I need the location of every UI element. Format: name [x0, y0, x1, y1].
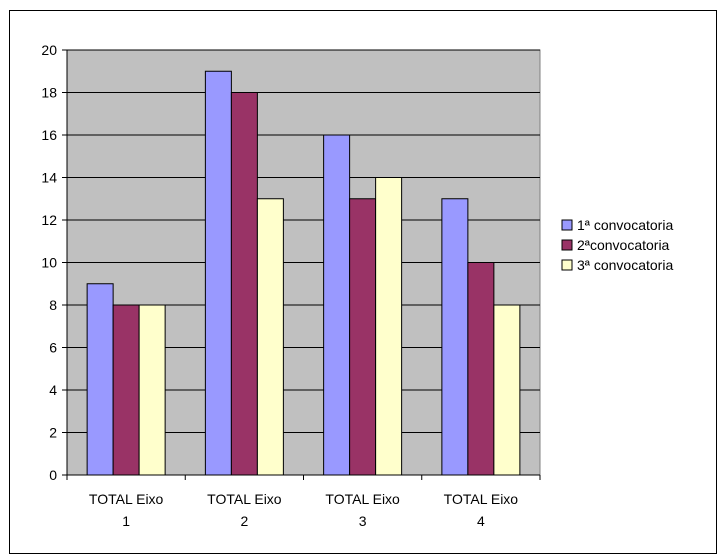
legend-swatch [561, 259, 573, 271]
bar [441, 198, 469, 476]
bar [256, 198, 284, 476]
legend: 1ª convocatoria 2ªconvocatoria 3ª convocat… [561, 217, 673, 273]
legend-swatch [561, 239, 573, 251]
y-tick-label: 18 [41, 85, 57, 101]
legend-label: 2ªconvocatoria [577, 237, 670, 253]
legend-swatch [561, 219, 573, 231]
y-tick-label: 0 [49, 467, 57, 483]
y-tick-label: 14 [41, 170, 57, 186]
bar [467, 262, 495, 476]
x-tick-label: TOTAL Eixo 4 [444, 491, 519, 529]
x-tick-label: TOTAL Eixo 3 [325, 491, 400, 529]
bar [86, 283, 114, 476]
x-tick-label: TOTAL Eixo 2 [207, 491, 282, 529]
legend-label: 3ª convocatoria [577, 257, 673, 273]
bar [493, 304, 521, 476]
bar [112, 304, 140, 476]
y-tick-label: 8 [49, 297, 57, 313]
bar [375, 177, 403, 476]
x-tick-label: TOTAL Eixo 1 [89, 491, 164, 529]
y-tick-label: 6 [49, 340, 57, 356]
y-tick-label: 12 [41, 212, 57, 228]
bar [204, 70, 232, 476]
axes: 0 2 4 6 8 10 12 14 16 18 20 TOTAL Eixo 1 TOTAL Eixo 2 T… [41, 42, 541, 529]
bar [230, 92, 258, 476]
y-tick-label: 20 [41, 42, 57, 58]
bar [349, 198, 377, 476]
y-tick-label: 10 [41, 255, 57, 271]
y-tick-label: 16 [41, 127, 57, 143]
bar [323, 134, 351, 476]
legend-label: 1ª convocatoria [577, 217, 673, 233]
bar [138, 304, 166, 476]
y-tick-label: 2 [49, 425, 57, 441]
y-tick-label: 4 [49, 382, 57, 398]
